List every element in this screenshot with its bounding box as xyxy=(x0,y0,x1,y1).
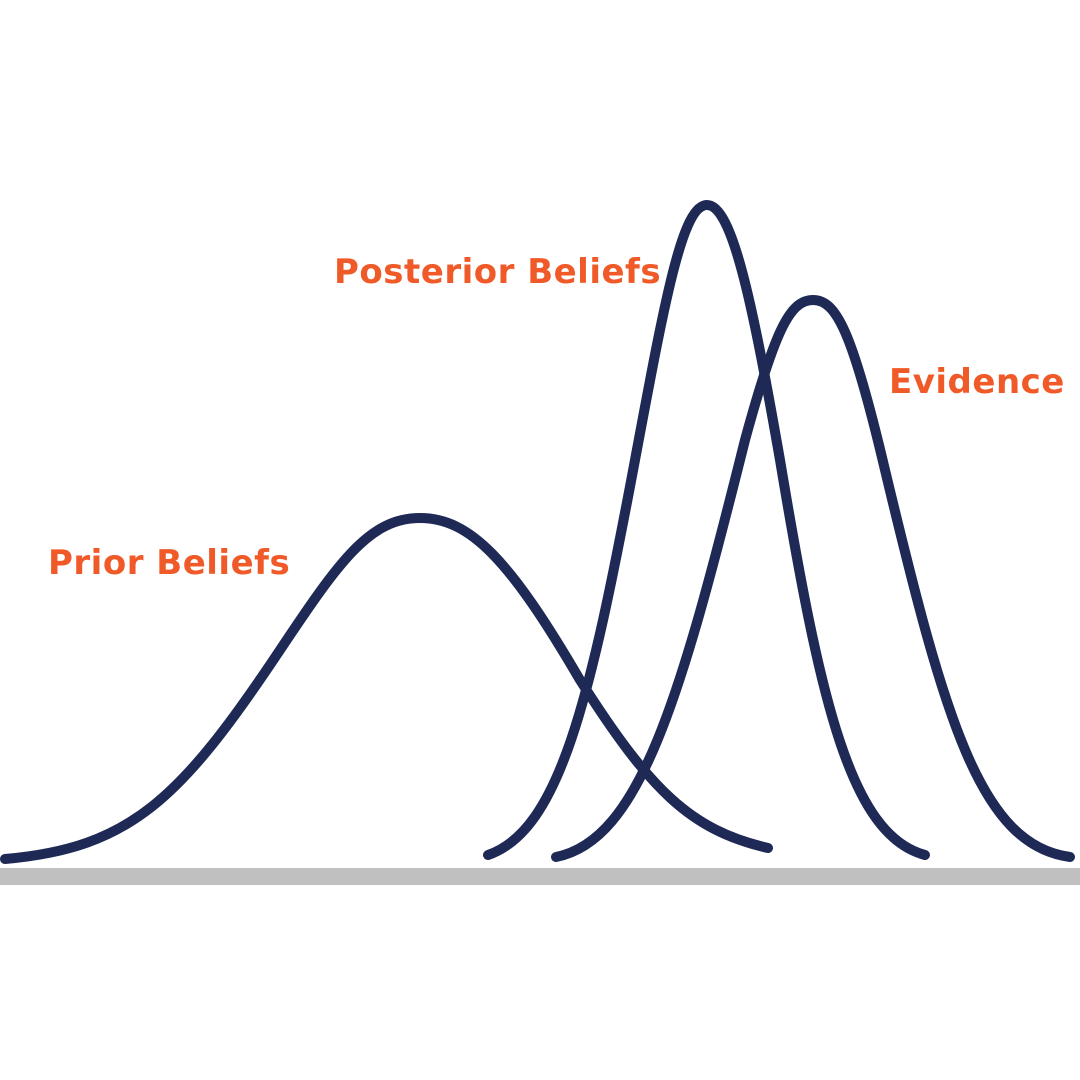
evidence-label: Evidence xyxy=(889,362,1065,402)
prior-beliefs-curve xyxy=(0,513,773,864)
baseline-axis xyxy=(0,868,1080,885)
posterior-beliefs-label: Posterior Beliefs xyxy=(334,252,662,292)
evidence-curve xyxy=(551,295,1075,862)
prior-beliefs-label: Prior Beliefs xyxy=(48,543,291,583)
posterior-beliefs-curve xyxy=(483,200,930,860)
